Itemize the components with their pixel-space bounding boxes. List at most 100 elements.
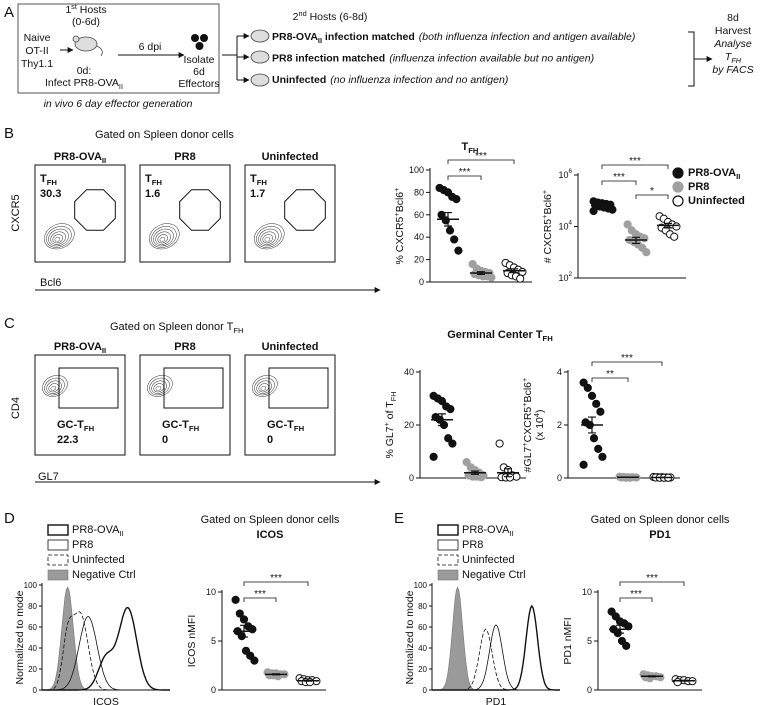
text-part: 6	[568, 168, 572, 175]
label: PR8-OVAII	[54, 341, 106, 355]
data-point	[598, 452, 607, 461]
flow-plot	[34, 354, 126, 456]
text-part: 0	[33, 686, 38, 695]
data-point	[583, 383, 592, 392]
mouse-icon	[250, 29, 270, 87]
text-part: 8d	[727, 12, 739, 24]
legend-label: PR8-OVAII	[688, 167, 740, 181]
flow-plot	[139, 164, 231, 263]
significance-bracket	[243, 581, 309, 586]
axis	[41, 583, 170, 691]
text-part: 10	[582, 587, 592, 597]
text-part: 40	[418, 644, 427, 653]
text-part: FH	[294, 424, 305, 433]
legend-label: PR8	[462, 539, 483, 551]
y-tick-label: 20	[418, 665, 427, 674]
y-tick-label: 0	[33, 686, 38, 695]
text-part: C	[4, 315, 15, 332]
label: 0d:	[77, 65, 92, 77]
text-part: infection matched	[322, 31, 415, 43]
error-bar	[664, 222, 672, 229]
panel-label: E	[394, 510, 404, 527]
text-part: 1.7	[250, 188, 265, 200]
text-part: FH	[468, 146, 479, 155]
text-part: 80	[418, 602, 427, 611]
data-point	[623, 220, 632, 229]
text-part: D	[4, 510, 15, 527]
label: Uninfected	[262, 341, 319, 353]
error-bar	[477, 271, 485, 275]
text-part: Analyse	[713, 38, 752, 50]
contour	[151, 380, 167, 394]
label: CXCR5	[10, 194, 22, 231]
significance-label: ***	[621, 353, 633, 364]
text-part: Uninfected	[688, 195, 745, 207]
text-part: PR8 infection matched	[272, 53, 385, 65]
text-part: 40	[414, 232, 424, 242]
text-part: by FACS	[712, 64, 753, 76]
significance-label: ***	[646, 573, 658, 584]
legend-swatch	[437, 539, 459, 551]
text-part: ***	[646, 573, 658, 584]
text-part: 4	[568, 219, 572, 226]
data-point	[587, 391, 597, 400]
text-part: in vivo 6 day effector generation	[44, 98, 193, 110]
contour	[153, 228, 174, 247]
legend-label: Negative Ctrl	[462, 569, 526, 581]
label: Gated on Spleen donor cells	[591, 514, 730, 526]
text-part: GC-T	[267, 419, 294, 431]
contour	[149, 377, 170, 396]
contour	[52, 234, 64, 244]
label: GL7	[38, 471, 59, 483]
legend-label: Uninfected	[688, 195, 745, 207]
contour	[256, 226, 282, 248]
text-part: CXCR5	[10, 194, 22, 231]
y-tick-label: 0	[557, 473, 562, 483]
legend-label: Uninfected	[462, 554, 515, 566]
error-bar	[510, 268, 518, 274]
legend-swatch	[47, 539, 69, 551]
contour	[157, 234, 169, 244]
data-point	[592, 399, 601, 408]
data-point	[445, 226, 455, 235]
y-tick-label: 0	[409, 473, 414, 483]
text-part: E	[394, 510, 404, 527]
text-part: GL7	[38, 471, 59, 483]
label: OT-II	[25, 45, 48, 57]
panel-label: D	[4, 510, 15, 527]
label: Effectors	[178, 78, 219, 90]
data-point	[448, 439, 457, 448]
text-part: Isolate	[184, 54, 215, 66]
label: 8d	[727, 12, 739, 24]
error-bar	[632, 236, 640, 245]
flow-plot	[34, 164, 126, 263]
significance-bracket	[243, 597, 277, 602]
data-point	[437, 210, 446, 219]
text-part: 20	[418, 665, 427, 674]
text-part: PR8	[174, 341, 195, 353]
contour	[258, 383, 270, 393]
text-part: (both influenza infection and antigen av…	[419, 31, 636, 43]
text-part: Gated on Spleen donor cells	[591, 514, 730, 526]
contour	[155, 386, 162, 391]
error-bar	[471, 470, 479, 475]
chart-title: Germinal Center TFH	[447, 329, 553, 343]
y-tick-label: 5	[211, 636, 216, 646]
contour	[159, 237, 166, 242]
y-tick-label: 60	[28, 623, 37, 632]
text-part: % GL7	[384, 426, 396, 458]
text-part: ICOS	[93, 696, 119, 705]
data-point	[518, 267, 527, 277]
contour	[155, 231, 171, 245]
label: Infect PR8-OVAII	[45, 77, 123, 91]
contour	[260, 386, 267, 391]
text-part: T	[725, 51, 733, 63]
text-part: *	[650, 186, 654, 197]
bracket-arrow	[688, 31, 712, 87]
y-tick-label: 10	[206, 587, 216, 597]
y-tick-label: 0	[587, 685, 592, 695]
text-part: II	[119, 529, 123, 538]
label: Analyse	[713, 38, 752, 50]
contour	[147, 375, 173, 397]
text-part: 0	[162, 434, 168, 446]
